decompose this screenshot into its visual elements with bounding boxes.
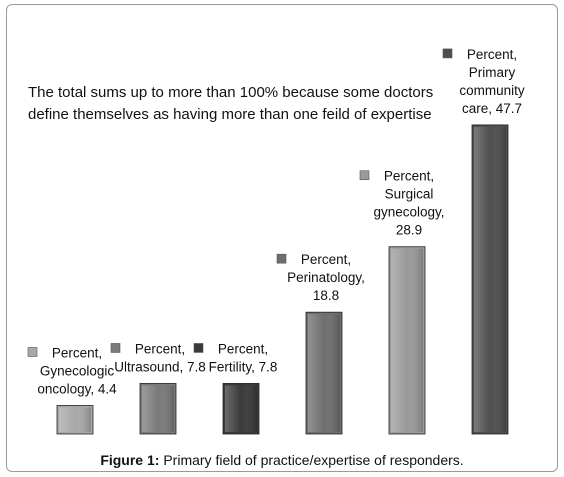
data-label: Perinatology, — [287, 270, 365, 285]
data-label: Gynecologic — [40, 363, 115, 378]
bar — [305, 311, 343, 435]
bar-shine — [474, 126, 506, 433]
data-label: 28.9 — [396, 223, 422, 238]
bars-group — [56, 124, 509, 435]
label-marker — [193, 343, 204, 353]
bar — [388, 246, 426, 435]
data-label: oncology, 4.4 — [37, 381, 117, 396]
data-label: Percent, — [135, 341, 185, 356]
bar — [56, 405, 94, 435]
label-marker — [27, 347, 38, 357]
data-label: Percent, — [467, 47, 517, 62]
caption-text: Primary field of practice/expertise of r… — [159, 452, 464, 468]
bar-shine — [225, 385, 257, 432]
data-label: Percent, — [301, 252, 351, 267]
annotation-line: The total sums up to more than 100% beca… — [28, 84, 433, 101]
label-marker — [276, 253, 287, 264]
data-label: Percent, — [52, 345, 102, 360]
figure-frame — [6, 4, 558, 472]
data-label: community — [459, 83, 525, 98]
data-label: Fertility, 7.8 — [209, 359, 278, 374]
data-label: gynecology, — [373, 205, 444, 220]
bar — [471, 124, 509, 435]
bar — [222, 383, 260, 435]
label-marker — [359, 170, 370, 181]
data-label: 18.8 — [313, 288, 339, 303]
data-labels-group: Percent, Gynecologic oncology, 4.4 Percent,… — [27, 47, 525, 396]
figure-caption: Figure 1: Primary field of practice/expe… — [0, 452, 564, 468]
caption-label: Figure 1: — [100, 452, 160, 468]
bar-shine — [142, 385, 174, 432]
bar-shine — [308, 314, 340, 432]
bar-shine — [59, 407, 91, 432]
data-label: Surgical — [385, 187, 434, 202]
data-label: Primary — [469, 65, 516, 80]
label-marker — [442, 48, 453, 59]
data-label: care, 47.7 — [462, 101, 522, 116]
label-marker — [110, 343, 121, 353]
data-label: Percent, — [218, 341, 268, 356]
bar-shine — [391, 248, 423, 432]
annotation-line: define themselves as having more than on… — [28, 106, 432, 123]
data-label: Percent, — [384, 169, 434, 184]
data-label: Ultrasound, 7.8 — [114, 359, 206, 374]
chart-annotation: The total sums up to more than 100% beca… — [28, 84, 433, 123]
bar — [139, 383, 177, 435]
